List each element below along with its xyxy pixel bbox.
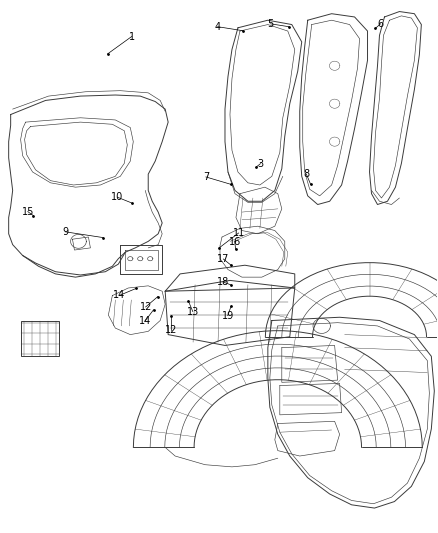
Text: 1: 1 [129, 31, 135, 42]
Text: 4: 4 [215, 22, 221, 31]
Text: 10: 10 [111, 192, 124, 202]
Text: 15: 15 [21, 207, 34, 216]
Text: 5: 5 [267, 19, 274, 29]
Text: 14: 14 [113, 290, 126, 301]
Text: 9: 9 [62, 227, 68, 237]
Text: 3: 3 [258, 159, 264, 168]
Text: 19: 19 [222, 311, 234, 321]
Text: 6: 6 [378, 19, 384, 29]
Text: 17: 17 [217, 254, 230, 264]
Text: 11: 11 [233, 228, 245, 238]
Bar [21, 320, 59, 356]
Text: 7: 7 [203, 172, 209, 182]
Text: 13: 13 [187, 306, 199, 317]
Text: 16: 16 [229, 237, 241, 247]
Text: 14: 14 [139, 317, 151, 326]
Text: 12: 12 [139, 302, 152, 312]
Text: 12: 12 [165, 325, 177, 335]
Text: 18: 18 [217, 277, 230, 287]
Text: 8: 8 [303, 169, 309, 179]
